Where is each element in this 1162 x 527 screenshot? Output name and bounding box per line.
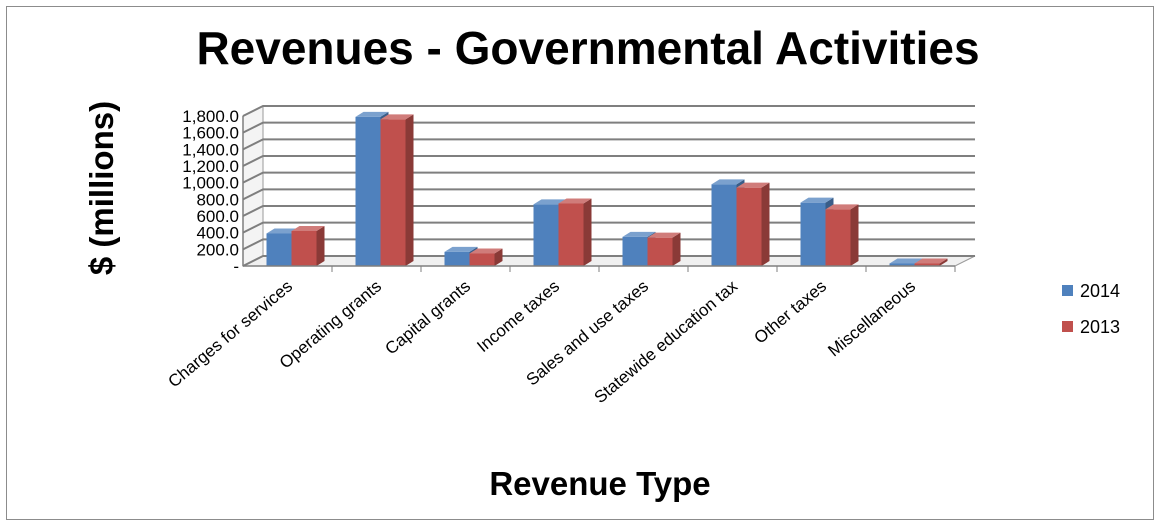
gridline bbox=[242, 221, 975, 234]
y-tick-label: 1,600.0 bbox=[182, 124, 239, 143]
bar-top bbox=[736, 182, 770, 188]
bar-top bbox=[622, 231, 656, 237]
bar-front bbox=[825, 209, 851, 266]
x-tick-label: Statewide education tax bbox=[591, 276, 742, 407]
y-tick-label: 200.0 bbox=[196, 240, 239, 259]
y-axis-title: $ (millions) bbox=[83, 101, 120, 275]
gridline bbox=[242, 205, 975, 217]
bar-side bbox=[405, 114, 414, 266]
bar-side bbox=[583, 198, 592, 266]
x-tick-label: Capital grants bbox=[382, 277, 475, 359]
y-tick-label: 1,400.0 bbox=[182, 140, 239, 159]
bar-side bbox=[761, 182, 770, 266]
bar-front bbox=[469, 253, 495, 266]
bar-front bbox=[291, 231, 317, 266]
y-tick-label: 800.0 bbox=[196, 190, 239, 209]
bar-top bbox=[711, 179, 745, 185]
legend-swatch bbox=[1062, 285, 1073, 296]
bar-top bbox=[291, 226, 325, 231]
bar-front bbox=[558, 203, 584, 266]
bar-front bbox=[380, 119, 406, 266]
bar bbox=[291, 226, 325, 266]
x-tick-label: Other taxes bbox=[751, 277, 831, 348]
bar-front bbox=[889, 263, 915, 266]
gridline bbox=[242, 171, 975, 184]
bar-top bbox=[800, 197, 834, 203]
bar-side bbox=[850, 204, 859, 266]
bar bbox=[558, 198, 592, 266]
y-tick-label: 400.0 bbox=[196, 224, 239, 243]
legend-swatch bbox=[1062, 321, 1073, 332]
x-axis-title: Revenue Type bbox=[489, 465, 710, 502]
floor bbox=[242, 255, 976, 267]
y-tick-label: 1,800.0 bbox=[182, 107, 239, 126]
gridline bbox=[242, 138, 975, 151]
gridline bbox=[242, 105, 975, 117]
bar-front bbox=[444, 251, 470, 266]
x-tick-label: Miscellaneous bbox=[824, 277, 919, 361]
bar-front bbox=[647, 237, 673, 266]
chart-title: Revenues - Governmental Activities bbox=[196, 22, 979, 74]
legend: 2014 2013 bbox=[1062, 281, 1120, 337]
bar-top bbox=[647, 232, 681, 238]
bar-top bbox=[825, 204, 859, 210]
y-tick-label: 1,000.0 bbox=[182, 174, 239, 193]
side-wall bbox=[242, 105, 264, 267]
x-tick-label: Charges for services bbox=[164, 277, 296, 392]
y-tick-label: - bbox=[233, 257, 239, 276]
bar-top bbox=[380, 114, 414, 120]
bar-top bbox=[889, 258, 923, 264]
bar-side bbox=[494, 248, 503, 266]
bar-front bbox=[622, 236, 648, 266]
bar-front bbox=[736, 187, 762, 266]
bar-top bbox=[444, 246, 478, 252]
bar-side bbox=[939, 258, 948, 266]
bar bbox=[380, 114, 414, 266]
y-tick-label: 1,200.0 bbox=[182, 157, 239, 176]
bar-top bbox=[355, 111, 389, 117]
bar-top bbox=[469, 248, 503, 254]
bar-front bbox=[914, 263, 940, 266]
bar bbox=[914, 258, 948, 266]
bar-top bbox=[266, 228, 300, 234]
bar-side bbox=[672, 232, 681, 266]
bar bbox=[825, 204, 859, 266]
legend-label: 2013 bbox=[1080, 317, 1120, 337]
y-tick-label: 600.0 bbox=[196, 207, 239, 226]
bar-front bbox=[533, 204, 559, 266]
bar-side bbox=[316, 226, 325, 266]
bar-top bbox=[558, 198, 592, 204]
gridline bbox=[242, 188, 975, 201]
gridline bbox=[242, 121, 975, 134]
legend-label: 2014 bbox=[1080, 281, 1120, 301]
bar-top bbox=[914, 258, 948, 264]
bar-front bbox=[711, 184, 737, 266]
bar-front bbox=[800, 202, 826, 266]
bar-front bbox=[266, 233, 292, 266]
plot-area: -200.0400.0600.0800.01,000.01,200.01,400… bbox=[164, 105, 976, 407]
gridline bbox=[242, 238, 975, 251]
bar bbox=[736, 182, 770, 266]
bar-top bbox=[533, 199, 567, 205]
gridline bbox=[242, 155, 975, 167]
bar bbox=[469, 248, 503, 266]
bar-front bbox=[355, 116, 381, 266]
x-tick-label: Income taxes bbox=[473, 277, 563, 357]
bar bbox=[647, 232, 681, 266]
